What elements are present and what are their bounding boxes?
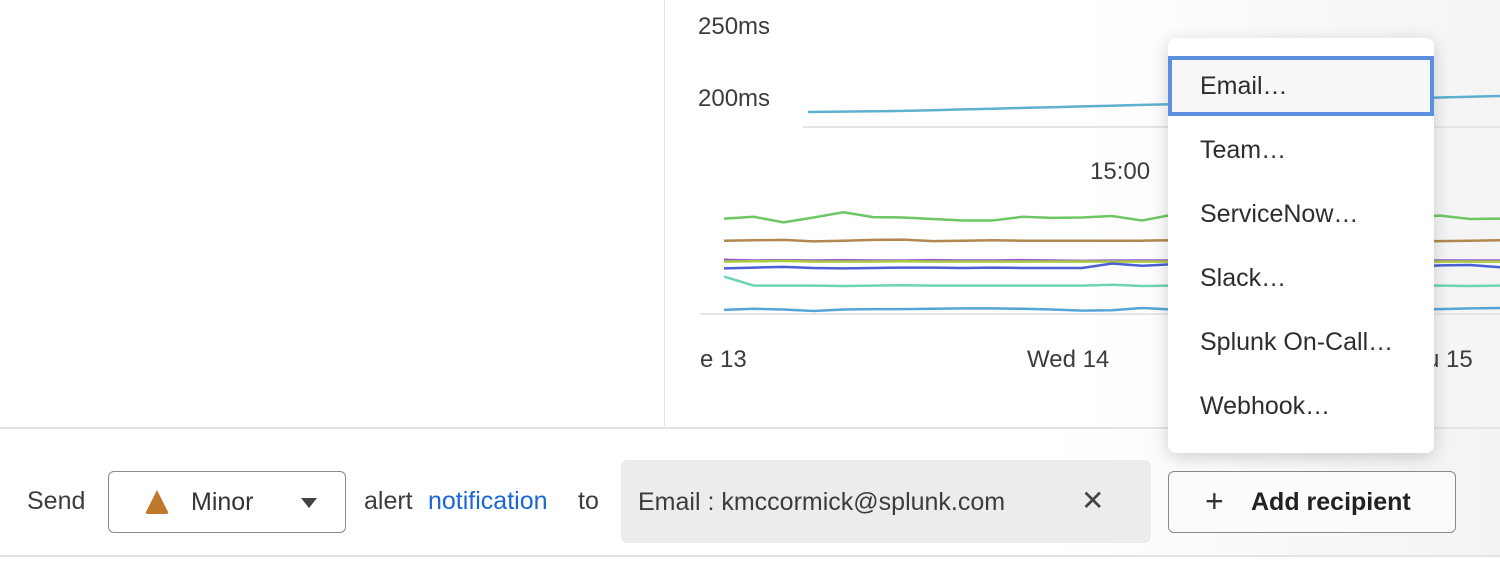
close-icon[interactable]: ✕: [1081, 485, 1105, 516]
divider: [0, 555, 1500, 557]
left-panel: [0, 0, 665, 427]
add-recipient-button[interactable]: + Add recipient: [1168, 471, 1456, 533]
menu-item-servicenow[interactable]: ServiceNow…: [1200, 200, 1359, 228]
divider: [0, 427, 1500, 429]
x-tick-label: e 13: [700, 346, 747, 373]
severity-value: Minor: [191, 488, 254, 516]
menu-item-splunk-on-call[interactable]: Splunk On-Call…: [1200, 328, 1394, 356]
alert-label: alert: [364, 487, 413, 515]
recipient-label: Email : kmccormick@splunk.com: [638, 488, 1006, 516]
recipient-chip: Email : kmccormick@splunk.com ✕: [621, 460, 1151, 543]
menu-item-webhook[interactable]: Webhook…: [1200, 392, 1331, 420]
y-tick-label: 250ms: [698, 13, 771, 40]
menu-item-slack[interactable]: Slack…: [1200, 264, 1287, 292]
x-tick-label: Wed 14: [1027, 346, 1110, 373]
to-label: to: [578, 487, 599, 515]
y-tick-label: 200ms: [698, 85, 771, 112]
menu-item-team[interactable]: Team…: [1200, 136, 1287, 164]
chart-annotation: 15:00: [1090, 158, 1151, 185]
notification-link[interactable]: notification: [428, 487, 548, 515]
plus-icon: +: [1205, 483, 1224, 519]
triangle-severity-icon: [145, 490, 169, 514]
caret-down-icon: [301, 498, 317, 508]
recipient-type-menu: Email… Team… ServiceNow… Slack… Splunk O…: [1168, 38, 1434, 453]
send-label: Send: [27, 487, 86, 515]
menu-item-email[interactable]: Email…: [1168, 56, 1434, 116]
add-recipient-label: Add recipient: [1251, 488, 1411, 516]
severity-select[interactable]: Minor: [108, 471, 346, 533]
